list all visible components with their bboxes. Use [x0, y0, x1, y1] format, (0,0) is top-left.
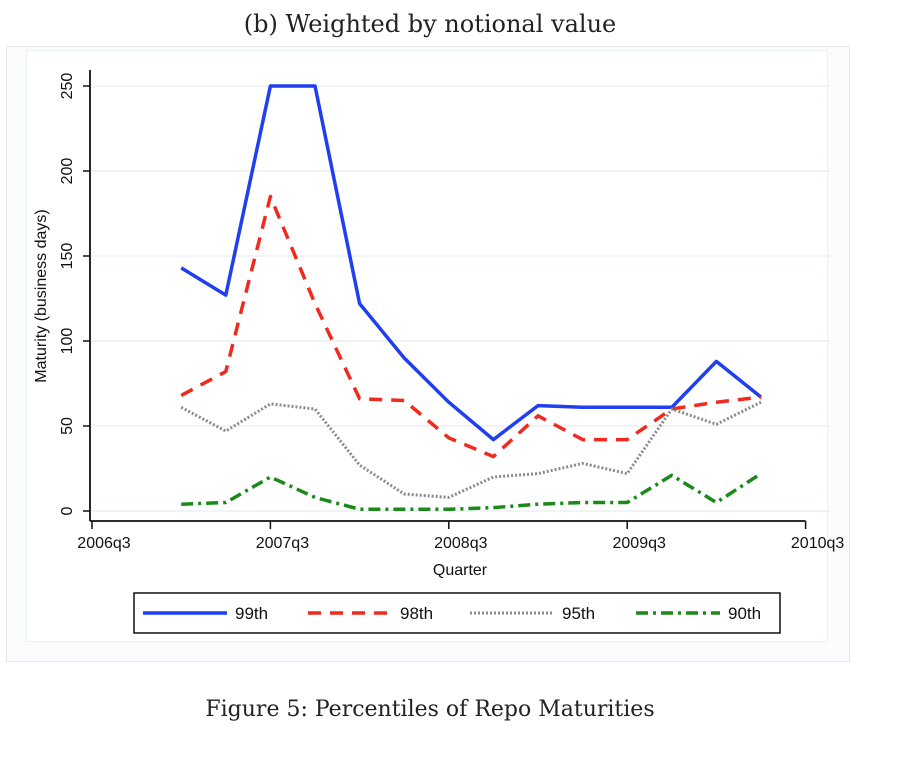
y-tick-label: 100: [59, 328, 76, 355]
series-line-99th: [180, 84, 763, 442]
x-tick-label: 2008q3: [434, 535, 487, 552]
y-tick-label: 250: [59, 73, 76, 100]
series-line-90th: [181, 472, 762, 512]
x-tick-label: 2010q3: [791, 535, 844, 552]
legend-label-90th: 90th: [728, 604, 761, 623]
axes-layer: 0 50 100 150 200 250 2006q3 2007q3 2008q3 2009q3 2…: [59, 70, 844, 552]
legend-label-99th: 99th: [235, 604, 268, 623]
y-tick-label: 0: [59, 506, 76, 515]
plot-region: [26, 50, 828, 642]
chart-subtitle: (b) Weighted by notional value: [243, 10, 617, 38]
x-tick-label: 2007q3: [256, 535, 309, 552]
series-line-98th: [180, 194, 762, 459]
legend-label-98th: 98th: [400, 604, 433, 623]
legend-box: [133, 592, 781, 634]
y-tick-label: 50: [59, 417, 76, 435]
y-axis-label: Maturity (business days): [33, 209, 50, 382]
y-tick-label: 200: [59, 158, 76, 185]
figure-caption: Figure 5: Percentiles of Repo Maturities: [205, 697, 655, 722]
series-layer: [180, 84, 763, 512]
y-tick-label: 150: [59, 243, 76, 270]
legend-label-95th: 95th: [562, 604, 595, 623]
series-line-95th: [180, 400, 762, 499]
x-tick-label: 2009q3: [613, 535, 666, 552]
grid-layer: [92, 85, 830, 512]
legend: 99th 98th 95th 90th: [133, 592, 781, 634]
x-tick-label: 2006q3: [77, 535, 130, 552]
x-axis-label: Quarter: [433, 562, 488, 579]
line-chart: 0 50 100 150 200 250 2006q3 2007q3 2008q3 2009q3 2…: [33, 70, 844, 634]
